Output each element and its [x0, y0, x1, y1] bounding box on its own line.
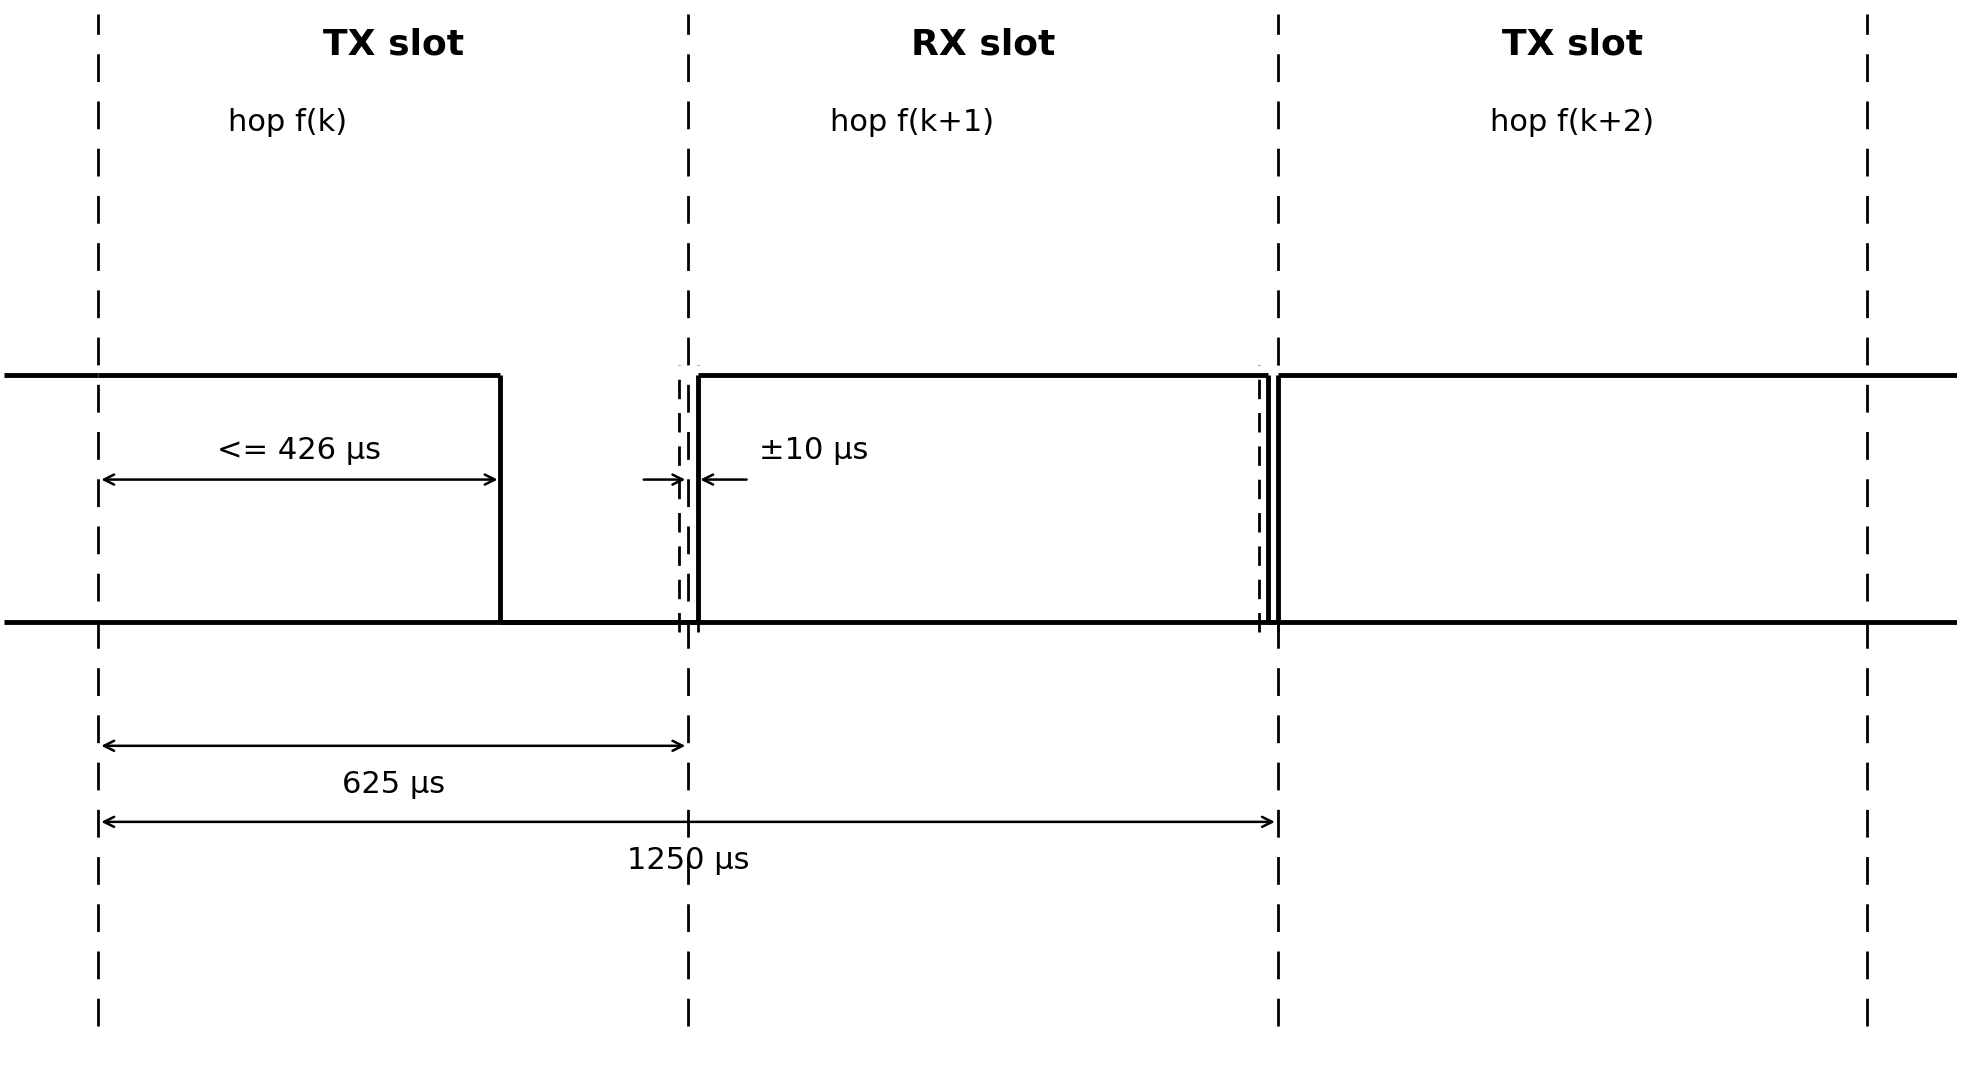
Text: <= 426 μs: <= 426 μs — [218, 437, 382, 466]
Text: RX slot: RX slot — [910, 27, 1055, 61]
Text: hop f(k): hop f(k) — [227, 108, 347, 137]
Text: hop f(k+1): hop f(k+1) — [830, 108, 994, 137]
Text: TX slot: TX slot — [1502, 27, 1643, 61]
Text: TX slot: TX slot — [324, 27, 465, 61]
Text: hop f(k+2): hop f(k+2) — [1490, 108, 1653, 137]
Text: 1250 μs: 1250 μs — [628, 845, 749, 874]
Text: ±10 μs: ±10 μs — [759, 437, 869, 466]
Text: 625 μs: 625 μs — [341, 770, 445, 799]
